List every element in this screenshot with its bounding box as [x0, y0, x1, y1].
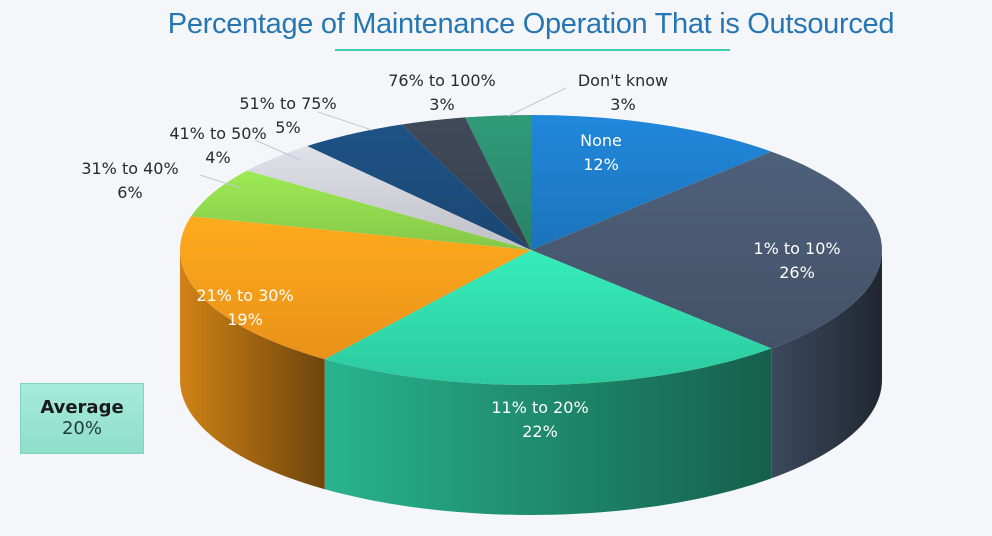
data-label-value: 19%: [227, 310, 263, 329]
average-value: 20%: [61, 418, 102, 439]
data-label-value: 6%: [117, 183, 142, 202]
leader-line: [254, 139, 301, 161]
pie-slice-41-to-50-: [247, 146, 531, 250]
chart-title: Percentage of Maintenance Operation That…: [167, 8, 895, 40]
pie-slice-51-to-75-: [307, 124, 531, 250]
pie-slice-21-to-30-: [180, 216, 531, 360]
data-label-value: 22%: [522, 422, 558, 441]
data-label-category: 31% to 40%: [81, 159, 178, 178]
average-box: Average 20%: [20, 383, 144, 454]
pie-slice-1-to-10-: [531, 151, 882, 349]
data-label-value: 4%: [205, 148, 230, 167]
pie-side-3: [180, 250, 325, 490]
data-label-category: 41% to 50%: [169, 124, 266, 143]
pie-slice-11-to-20-: [324, 250, 772, 385]
pie-slice-don-t-know: [465, 115, 531, 250]
data-label-category: 21% to 30%: [196, 286, 293, 305]
data-label-category: Don't know: [578, 71, 668, 90]
data-label-category: 76% to 100%: [388, 71, 496, 90]
pie-slice-none: [531, 115, 772, 250]
leader-line: [507, 87, 567, 117]
data-label-value: 3%: [429, 95, 454, 114]
average-label: Average: [40, 397, 124, 418]
pie-slice-76-to-100-: [401, 117, 531, 251]
pie-slice-31-to-40-: [191, 170, 531, 250]
data-label-category: 51% to 75%: [239, 94, 336, 113]
data-label-category: 1% to 10%: [753, 239, 840, 258]
leader-line: [199, 174, 241, 189]
pie-side-1: [771, 250, 882, 479]
data-label-value: 3%: [610, 95, 635, 114]
leader-line: [317, 111, 373, 131]
data-label-category: None: [580, 131, 622, 150]
title-underline: [335, 49, 730, 51]
data-label-value: 5%: [275, 118, 300, 137]
data-label-category: 11% to 20%: [491, 398, 588, 417]
data-label-value: 26%: [779, 263, 815, 282]
pie-side-2: [324, 348, 772, 515]
data-label-value: 12%: [583, 155, 619, 174]
